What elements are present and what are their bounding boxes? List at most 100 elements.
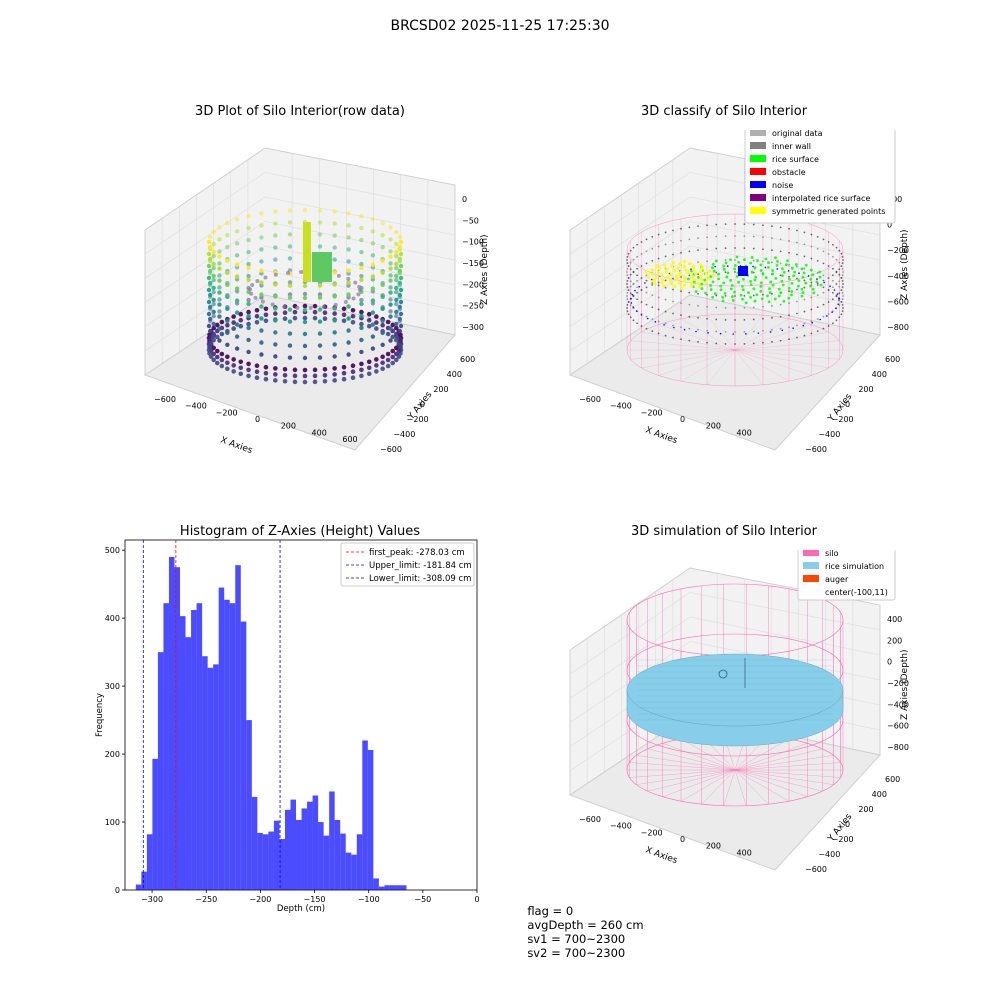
histogram-y-tick-label: 0 xyxy=(115,886,120,895)
p4-y-tick: −600 xyxy=(805,865,827,874)
p1-y-tick: −200 xyxy=(407,415,429,424)
histogram-bar xyxy=(213,664,219,890)
p4-x-tick: −600 xyxy=(579,815,601,824)
panel4-x-label: X Axies xyxy=(644,845,679,866)
histogram-bar xyxy=(362,740,368,890)
histogram-x-tick-label: −150 xyxy=(304,895,326,904)
p2-legend-label: original data xyxy=(772,130,823,138)
p4-y-tick: 0 xyxy=(845,820,850,829)
histogram-y-tick-label: 200 xyxy=(105,750,120,759)
histogram-bar xyxy=(312,795,319,890)
p2-x-tick: 0 xyxy=(680,415,685,424)
panel4-y-ticks: −600 −400 −200 0 200 400 600 xyxy=(805,775,900,874)
p2-y-tick: −600 xyxy=(805,445,827,454)
panel3-histogram: −300 −250 −200 −150 −100 −50 0 0 100 200 300 400 50… xyxy=(95,539,480,914)
histogram-y-ticks: 0 100 200 300 400 500 xyxy=(105,546,125,895)
histogram-bar xyxy=(268,831,274,890)
panel2-x-ticks: −600 −400 −200 0 200 400 xyxy=(579,395,752,437)
panel4-z-ticks: 400 200 0 −200 −400 −600 −800 xyxy=(887,615,909,752)
histogram-legend: first_peak: -278.03 cm Upper_limit: -181.… xyxy=(340,542,475,587)
histogram-y-label: Frequency xyxy=(95,693,105,737)
p2-legend-swatch xyxy=(750,155,766,162)
p4-y-tick: 200 xyxy=(858,805,873,814)
p2-legend-swatch xyxy=(750,168,766,175)
p1-z-tick: −300 xyxy=(462,323,484,332)
p2-z-tick: −600 xyxy=(887,297,909,306)
histogram-bar xyxy=(307,801,313,890)
panel1-x-label: X Axies xyxy=(219,435,254,456)
p1-x-tick: −200 xyxy=(216,408,238,417)
p4-y-tick: 400 xyxy=(872,790,887,799)
histogram-bar xyxy=(146,834,153,890)
p1-z-tick: 0 xyxy=(462,195,467,204)
p4-z-tick: 400 xyxy=(887,615,902,624)
p2-legend-label: symmetric generated points xyxy=(772,207,885,216)
histogram-bar xyxy=(262,834,269,890)
panel1-title: 3D Plot of Silo Interior(row data) xyxy=(195,104,405,119)
p4-legend-swatch xyxy=(803,562,819,569)
p1-y-tick: 600 xyxy=(460,355,475,364)
p1-z-tick: −100 xyxy=(462,238,484,247)
histogram-reference-lines xyxy=(142,540,281,890)
histogram-bar xyxy=(296,820,302,890)
p2-x-tick: −200 xyxy=(641,408,663,417)
panel1-z-label: Z Axies (Depth) xyxy=(480,234,490,305)
panel1-y-ticks: −600 −400 −200 0 200 400 600 xyxy=(380,355,475,454)
p2-x-tick: 400 xyxy=(737,428,752,437)
p2-z-tick: 0 xyxy=(887,221,892,230)
histogram-bar xyxy=(334,820,341,890)
histogram-legend-label: first_peak: -278.03 cm xyxy=(369,548,465,558)
p2-y-tick: −400 xyxy=(818,430,840,439)
histogram-x-ticks: −300 −250 −200 −150 −100 −50 0 xyxy=(141,890,480,904)
p2-legend-swatch xyxy=(750,181,766,188)
p4-legend-swatch xyxy=(803,575,819,582)
panel2-3d-plot: −600 −400 −200 0 200 400 −600 −400 −200 0 200 400 6… xyxy=(568,130,910,454)
histogram-bar xyxy=(373,878,379,890)
histogram-bar xyxy=(384,885,390,890)
histogram-bar xyxy=(224,599,230,890)
p4-y-tick: −400 xyxy=(818,850,840,859)
p4-x-tick: −200 xyxy=(641,828,663,837)
p1-x-tick: 0 xyxy=(255,415,260,424)
histogram-bar xyxy=(157,652,164,890)
status-footer: flag = 0 avgDepth = 260 cm sv1 = 700~230… xyxy=(520,890,658,960)
histogram-bar xyxy=(240,621,247,890)
histogram-bar xyxy=(185,637,192,890)
p2-legend-label: noise xyxy=(772,181,793,190)
p4-y-tick: −200 xyxy=(832,835,854,844)
histogram-bar xyxy=(273,820,280,890)
p1-x-tick: −400 xyxy=(185,402,207,411)
p2-x-tick: −600 xyxy=(579,395,601,404)
p4-z-tick: −400 xyxy=(887,700,909,709)
histogram-bar xyxy=(389,885,396,890)
histogram-bar xyxy=(257,832,263,890)
p4-legend-label: center(-100,11) xyxy=(825,588,888,597)
p1-z-tick: −150 xyxy=(462,259,484,268)
p1-y-tick: −600 xyxy=(380,445,402,454)
p1-x-tick: 200 xyxy=(281,422,296,431)
flag-text: flag = 0 xyxy=(527,904,574,918)
p2-legend-swatch xyxy=(750,194,766,201)
histogram-bar xyxy=(318,822,324,890)
sv2-text: sv2 = 700~2300 xyxy=(527,946,626,960)
histogram-x-tick-label: −50 xyxy=(414,895,431,904)
p2-legend-swatch xyxy=(750,130,766,136)
histogram-bar xyxy=(180,616,186,890)
p2-legend-swatch xyxy=(750,142,766,149)
histogram-bar xyxy=(340,833,346,890)
p4-x-tick: −400 xyxy=(610,822,632,831)
histogram-y-tick-label: 400 xyxy=(105,614,120,623)
histogram-bar xyxy=(323,835,330,890)
panel2-x-label: X Axies xyxy=(644,425,679,446)
histogram-bar xyxy=(229,603,236,890)
p1-y-tick: 0 xyxy=(420,400,425,409)
histogram-bar xyxy=(301,808,308,890)
histogram-bar xyxy=(351,854,357,890)
histogram-x-tick-label: 0 xyxy=(474,895,479,904)
histogram-x-tick-label: −250 xyxy=(195,895,217,904)
histogram-bar xyxy=(356,834,363,890)
histogram-y-tick-label: 100 xyxy=(105,818,120,827)
p2-y-tick: 0 xyxy=(845,400,850,409)
histogram-y-tick-label: 300 xyxy=(105,682,120,691)
p2-x-tick: −400 xyxy=(610,402,632,411)
